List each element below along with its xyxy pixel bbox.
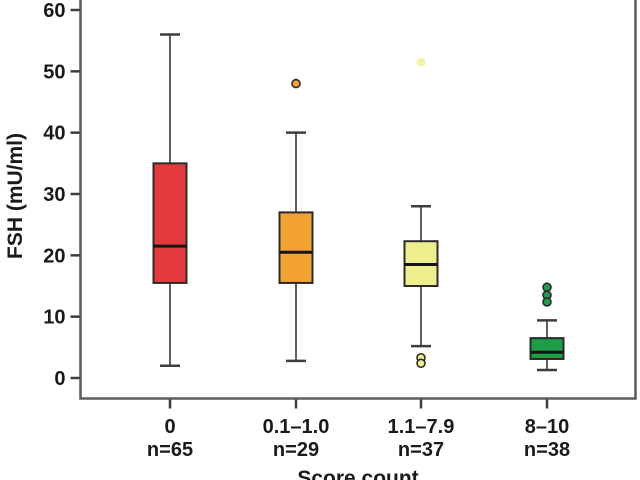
outlier-1-0 bbox=[291, 78, 301, 89]
count-label-0: n=65 bbox=[147, 439, 193, 461]
box-1 bbox=[278, 211, 314, 284]
count-label-1: n=29 bbox=[273, 439, 319, 461]
faint-outlier-2-0 bbox=[416, 57, 426, 67]
plot-frame bbox=[79, 0, 637, 400]
count-label-3: n=38 bbox=[524, 439, 570, 461]
y-tick-label-0: 0 bbox=[54, 368, 65, 390]
y-axis-title: FSH (mU/ml) bbox=[4, 133, 27, 259]
category-label-3: 8–10 bbox=[525, 416, 570, 438]
y-tick-label-40: 40 bbox=[43, 123, 65, 145]
y-tick-label-60: 60 bbox=[43, 0, 65, 22]
y-tick-label-50: 50 bbox=[43, 61, 65, 83]
y-tick-label-20: 20 bbox=[43, 245, 65, 267]
y-tick-label-30: 30 bbox=[43, 184, 65, 206]
box-3 bbox=[529, 337, 565, 360]
category-label-0: 0 bbox=[164, 416, 175, 438]
x-axis-title: Score count bbox=[297, 467, 418, 480]
outlier-2-1 bbox=[416, 358, 426, 369]
outlier-3-0 bbox=[542, 282, 552, 293]
count-label-2: n=37 bbox=[398, 439, 444, 461]
category-label-2: 1.1–7.9 bbox=[388, 416, 455, 438]
box-0 bbox=[152, 162, 188, 284]
outlier-3-2 bbox=[542, 297, 552, 307]
category-label-1: 0.1–1.0 bbox=[263, 416, 330, 438]
y-tick-label-10: 10 bbox=[43, 307, 65, 329]
